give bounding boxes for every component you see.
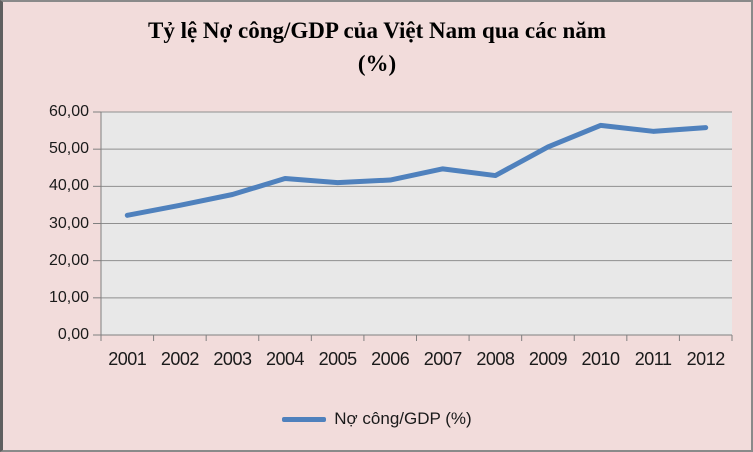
legend: Nợ công/GDP (%) (3, 409, 751, 429)
y-axis-tick-label: 40,00 (48, 177, 89, 195)
y-axis-tick-label: 20,00 (48, 251, 89, 269)
chart-title: Tỷ lệ Nợ công/GDP của Việt Nam qua các n… (3, 14, 751, 80)
legend-label: Nợ công/GDP (%) (334, 409, 472, 428)
y-axis-tick-label: 60,00 (48, 103, 89, 120)
x-axis-tick-label: 2001 (108, 349, 147, 369)
plot-area (93, 111, 733, 341)
x-axis-tick-label: 2008 (476, 349, 515, 369)
x-axis-tick-label: 2009 (528, 349, 568, 369)
x-axis-tick-label: 2003 (213, 349, 252, 369)
chart-title-line2: (%) (357, 51, 397, 76)
legend-line-icon (282, 416, 327, 422)
x-axis-tick-label: 2002 (160, 349, 200, 369)
x-axis-tick-label: 2011 (634, 349, 672, 369)
x-axis-tick-label: 2010 (581, 349, 621, 369)
y-axis-tick-label: 10,00 (48, 288, 89, 306)
x-axis-tick-label: 2012 (686, 349, 726, 369)
x-axis-tick-label: 2007 (423, 349, 463, 369)
x-axis-tick-label: 2006 (371, 349, 410, 369)
y-axis-tick-label: 0,00 (57, 326, 89, 343)
x-axis-tick-label: 2005 (318, 349, 358, 369)
y-axis-tick-label: 30,00 (48, 214, 89, 232)
x-axis-tick-label: 2004 (266, 349, 305, 369)
y-axis-tick-label: 50,00 (48, 140, 89, 158)
data-series-line (124, 122, 709, 218)
chart-title-line1: Tỷ lệ Nợ công/GDP của Việt Nam qua các n… (147, 18, 607, 43)
